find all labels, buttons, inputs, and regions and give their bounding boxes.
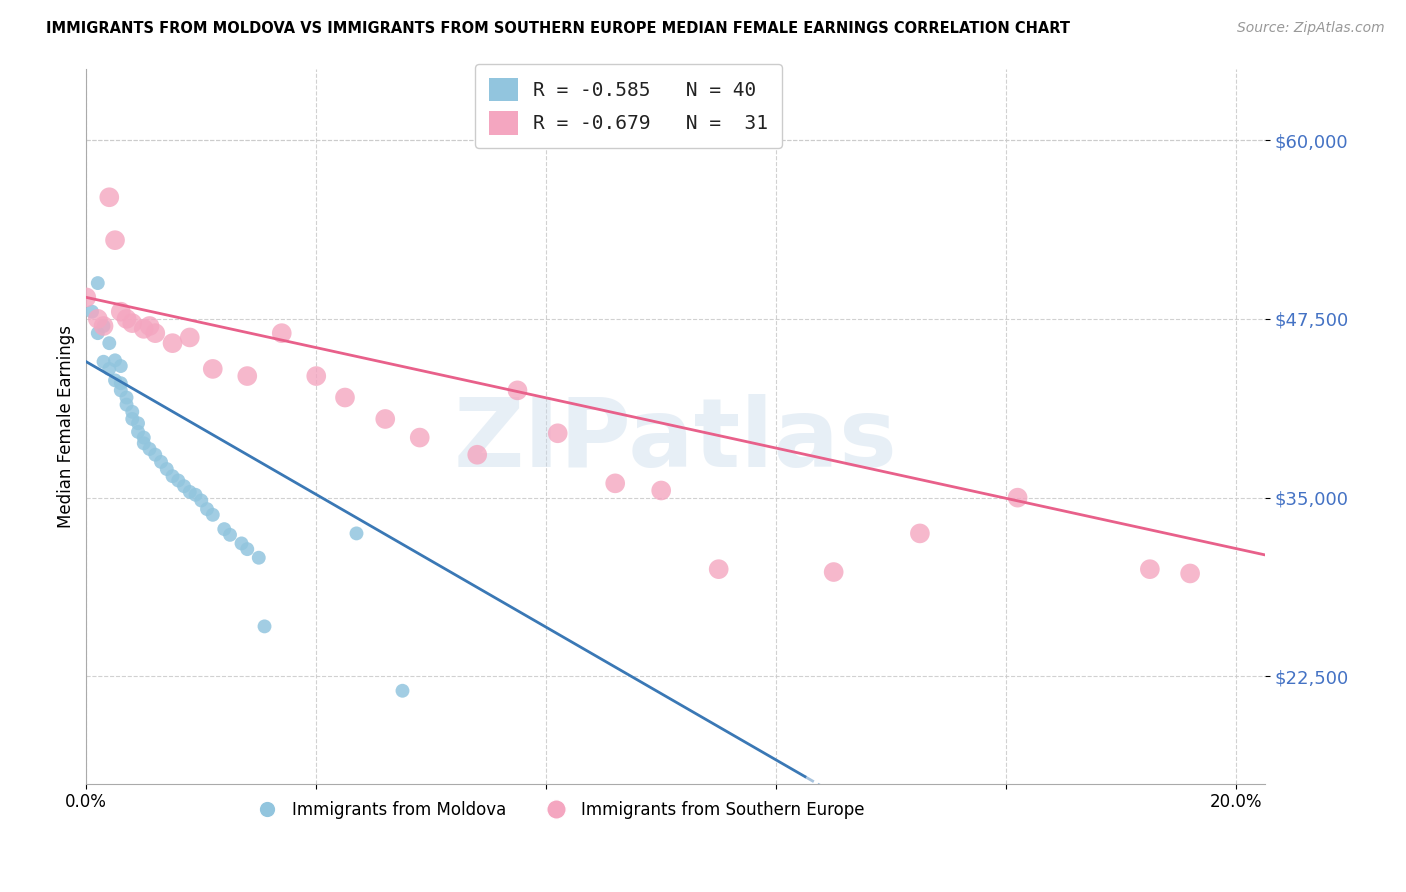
Point — [143, 448, 166, 462]
Point — [104, 373, 127, 387]
Point — [195, 502, 218, 516]
Point — [110, 384, 132, 398]
Point — [506, 384, 529, 398]
Point — [162, 469, 184, 483]
Point — [231, 536, 253, 550]
Point — [236, 542, 259, 557]
Point — [121, 412, 143, 426]
Point — [190, 493, 212, 508]
Point — [121, 405, 143, 419]
Point — [346, 526, 368, 541]
Point — [184, 488, 207, 502]
Point — [93, 318, 115, 333]
Point — [138, 442, 160, 456]
Point — [156, 462, 179, 476]
Point — [374, 412, 396, 426]
Point — [1007, 491, 1029, 505]
Point — [173, 479, 195, 493]
Point — [121, 316, 143, 330]
Point — [110, 304, 132, 318]
Point — [132, 322, 155, 336]
Point — [87, 326, 110, 340]
Point — [305, 369, 328, 384]
Point — [98, 190, 121, 204]
Point — [110, 359, 132, 373]
Point — [162, 336, 184, 351]
Point — [247, 550, 270, 565]
Point — [253, 619, 276, 633]
Point — [104, 353, 127, 368]
Point — [98, 362, 121, 376]
Point — [150, 455, 173, 469]
Point — [214, 522, 236, 536]
Point — [236, 369, 259, 384]
Point — [143, 326, 166, 340]
Point — [409, 431, 432, 445]
Point — [823, 565, 845, 579]
Point — [93, 355, 115, 369]
Point — [219, 528, 242, 542]
Point — [98, 336, 121, 351]
Point — [87, 276, 110, 290]
Point — [80, 304, 103, 318]
Point — [127, 425, 149, 439]
Point — [104, 233, 127, 247]
Point — [115, 391, 138, 405]
Point — [201, 362, 224, 376]
Point — [127, 417, 149, 431]
Legend: Immigrants from Moldova, Immigrants from Southern Europe: Immigrants from Moldova, Immigrants from… — [243, 794, 872, 825]
Point — [465, 448, 488, 462]
Point — [650, 483, 672, 498]
Point — [707, 562, 730, 576]
Point — [167, 474, 190, 488]
Point — [132, 436, 155, 450]
Point — [908, 526, 931, 541]
Point — [391, 683, 413, 698]
Point — [75, 290, 97, 304]
Y-axis label: Median Female Earnings: Median Female Earnings — [58, 325, 75, 528]
Point — [333, 391, 356, 405]
Text: ZIPatlas: ZIPatlas — [454, 394, 897, 487]
Point — [93, 318, 115, 333]
Point — [138, 318, 160, 333]
Point — [110, 376, 132, 391]
Point — [547, 426, 569, 441]
Text: Source: ZipAtlas.com: Source: ZipAtlas.com — [1237, 21, 1385, 36]
Point — [1178, 566, 1201, 581]
Point — [115, 311, 138, 326]
Point — [270, 326, 292, 340]
Point — [605, 476, 627, 491]
Point — [1139, 562, 1161, 576]
Point — [132, 431, 155, 445]
Point — [179, 484, 201, 499]
Point — [201, 508, 224, 522]
Point — [179, 330, 201, 344]
Text: IMMIGRANTS FROM MOLDOVA VS IMMIGRANTS FROM SOUTHERN EUROPE MEDIAN FEMALE EARNING: IMMIGRANTS FROM MOLDOVA VS IMMIGRANTS FR… — [46, 21, 1070, 37]
Point — [115, 398, 138, 412]
Point — [87, 311, 110, 326]
